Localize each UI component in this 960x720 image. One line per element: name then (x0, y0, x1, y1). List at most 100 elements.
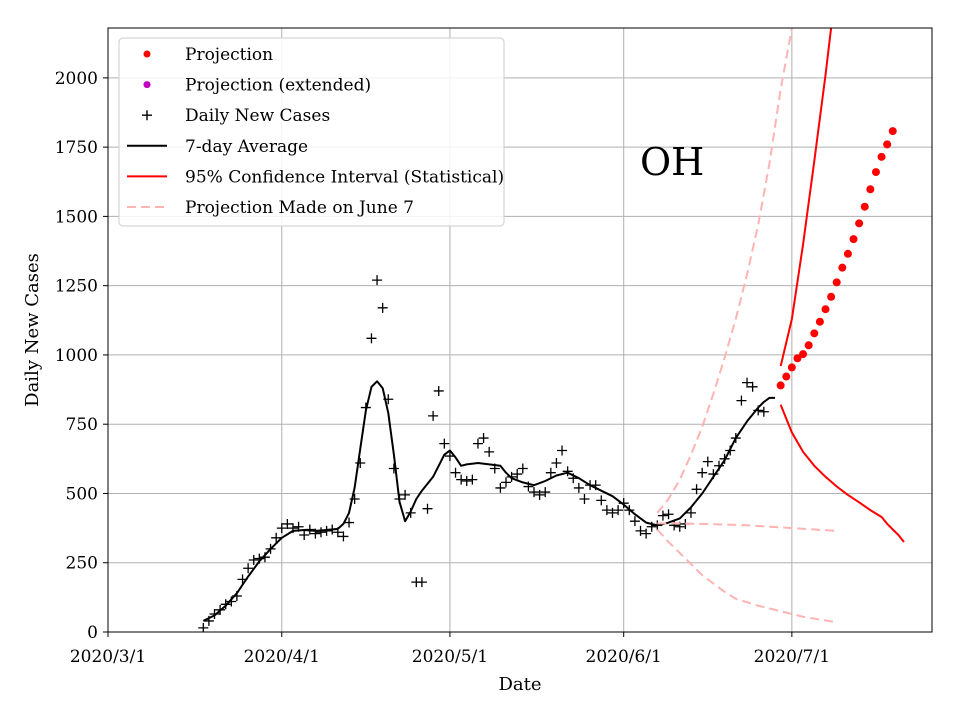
series-projection-made-on-june-7-center (657, 522, 837, 532)
daily-case-point (500, 477, 511, 488)
y-tick-label: 0 (87, 623, 98, 643)
series-line-projection-made-on-june-7-center (657, 522, 837, 532)
legend-label: Projection (extended) (185, 76, 371, 96)
x-tick-label: 2020/5/1 (412, 647, 488, 667)
daily-case-point (316, 527, 327, 538)
daily-case-point (450, 467, 461, 478)
y-tick-label: 500 (66, 484, 98, 504)
daily-case-point (669, 520, 680, 531)
daily-case-point (276, 523, 287, 534)
series-projection-made-on-june-7-upper (656, 28, 793, 514)
legend-marker-daily-new-cases (142, 110, 152, 121)
daily-case-point (484, 446, 495, 457)
daily-case-point (461, 476, 472, 486)
daily-case-point (512, 469, 523, 480)
daily-case-point (243, 563, 254, 574)
projection-point (871, 168, 880, 177)
daily-case-point (467, 474, 478, 485)
series-line-ci-lower-statistical (779, 404, 905, 543)
series-7-day-average (202, 380, 775, 622)
daily-case-point (478, 433, 489, 444)
daily-case-point (596, 495, 607, 506)
daily-case-point (635, 525, 646, 536)
daily-case-point (736, 395, 747, 406)
projection-point (787, 363, 796, 372)
series-projection-made-on-june-7-lower (656, 528, 837, 624)
series-line-projection-made-on-june-7-lower (656, 528, 837, 624)
daily-case-point (573, 482, 584, 493)
daily-case-point (355, 457, 366, 468)
daily-case-point (685, 507, 696, 518)
state-annotation: OH (640, 140, 704, 184)
series-ci-upper-statistical (779, 28, 833, 367)
x-tick-label: 2020/6/1 (586, 647, 662, 667)
daily-case-point (377, 302, 388, 313)
daily-case-point (495, 482, 506, 493)
daily-case-point (607, 507, 618, 518)
projection-point (804, 341, 813, 350)
x-axis-label: Date (498, 674, 541, 695)
daily-case-point (545, 467, 556, 478)
y-tick-label: 1500 (55, 207, 98, 227)
legend-marker-projection-extended (143, 81, 151, 89)
daily-case-point (472, 438, 483, 449)
projection-point (821, 305, 830, 314)
projection-point (782, 372, 791, 381)
y-tick-label: 2000 (55, 69, 98, 89)
daily-case-point (416, 577, 427, 588)
daily-case-point (366, 333, 377, 344)
legend-label: 7-day Average (185, 137, 308, 157)
daily-case-point (557, 445, 568, 456)
daily-case-point (641, 528, 652, 539)
plot-series (198, 28, 905, 632)
plot-frame (107, 27, 933, 633)
series-ci-lower-statistical (779, 404, 905, 543)
daily-case-point (209, 608, 220, 619)
daily-case-point (562, 466, 573, 477)
daily-case-point (338, 531, 349, 542)
daily-case-point (691, 484, 702, 495)
daily-case-point (758, 406, 769, 417)
daily-case-point (388, 463, 399, 474)
projection-point (776, 381, 785, 390)
y-tick-label: 750 (66, 415, 98, 435)
daily-case-point (663, 509, 674, 520)
projection-point (855, 219, 864, 228)
daily-case-point (697, 467, 708, 478)
daily-case-point (433, 385, 444, 396)
daily-case-point (400, 489, 411, 500)
daily-case-point (529, 487, 540, 498)
legend-box (118, 37, 505, 227)
projection-point (888, 127, 897, 136)
daily-case-point (282, 518, 293, 529)
series-line-7-day-average (202, 380, 775, 622)
daily-case-point (702, 456, 713, 467)
daily-case-point (534, 489, 545, 500)
daily-case-point (372, 275, 383, 286)
projection-point (883, 140, 892, 149)
legend-label: Daily New Cases (185, 106, 330, 126)
projection-point (832, 278, 841, 287)
daily-case-point (248, 554, 259, 565)
daily-case-point (579, 494, 590, 505)
series-line-projection-made-on-june-7-upper (656, 28, 793, 514)
daily-case-point (747, 381, 758, 392)
daily-case-point (198, 622, 209, 632)
legend-label: Projection Made on June 7 (185, 198, 414, 218)
axes: 2020/3/1 2020/4/1 2020/5/1 2020/6/1 2020/7/1… (55, 69, 830, 667)
daily-case-point (428, 410, 439, 421)
projection-point (827, 292, 836, 301)
daily-case-point (344, 517, 355, 528)
projection-point (810, 329, 819, 338)
daily-case-point (456, 474, 467, 485)
projection-point (838, 263, 847, 272)
daily-case-point (517, 463, 528, 474)
legend-label: 95% Confidence Interval (Statistical) (185, 167, 504, 187)
projection-point (793, 354, 802, 363)
x-tick-label: 2020/3/1 (70, 647, 146, 667)
daily-case-point (629, 516, 640, 527)
projection-point (866, 185, 875, 194)
projection-point (815, 317, 824, 326)
y-tick-label: 1250 (55, 277, 98, 297)
